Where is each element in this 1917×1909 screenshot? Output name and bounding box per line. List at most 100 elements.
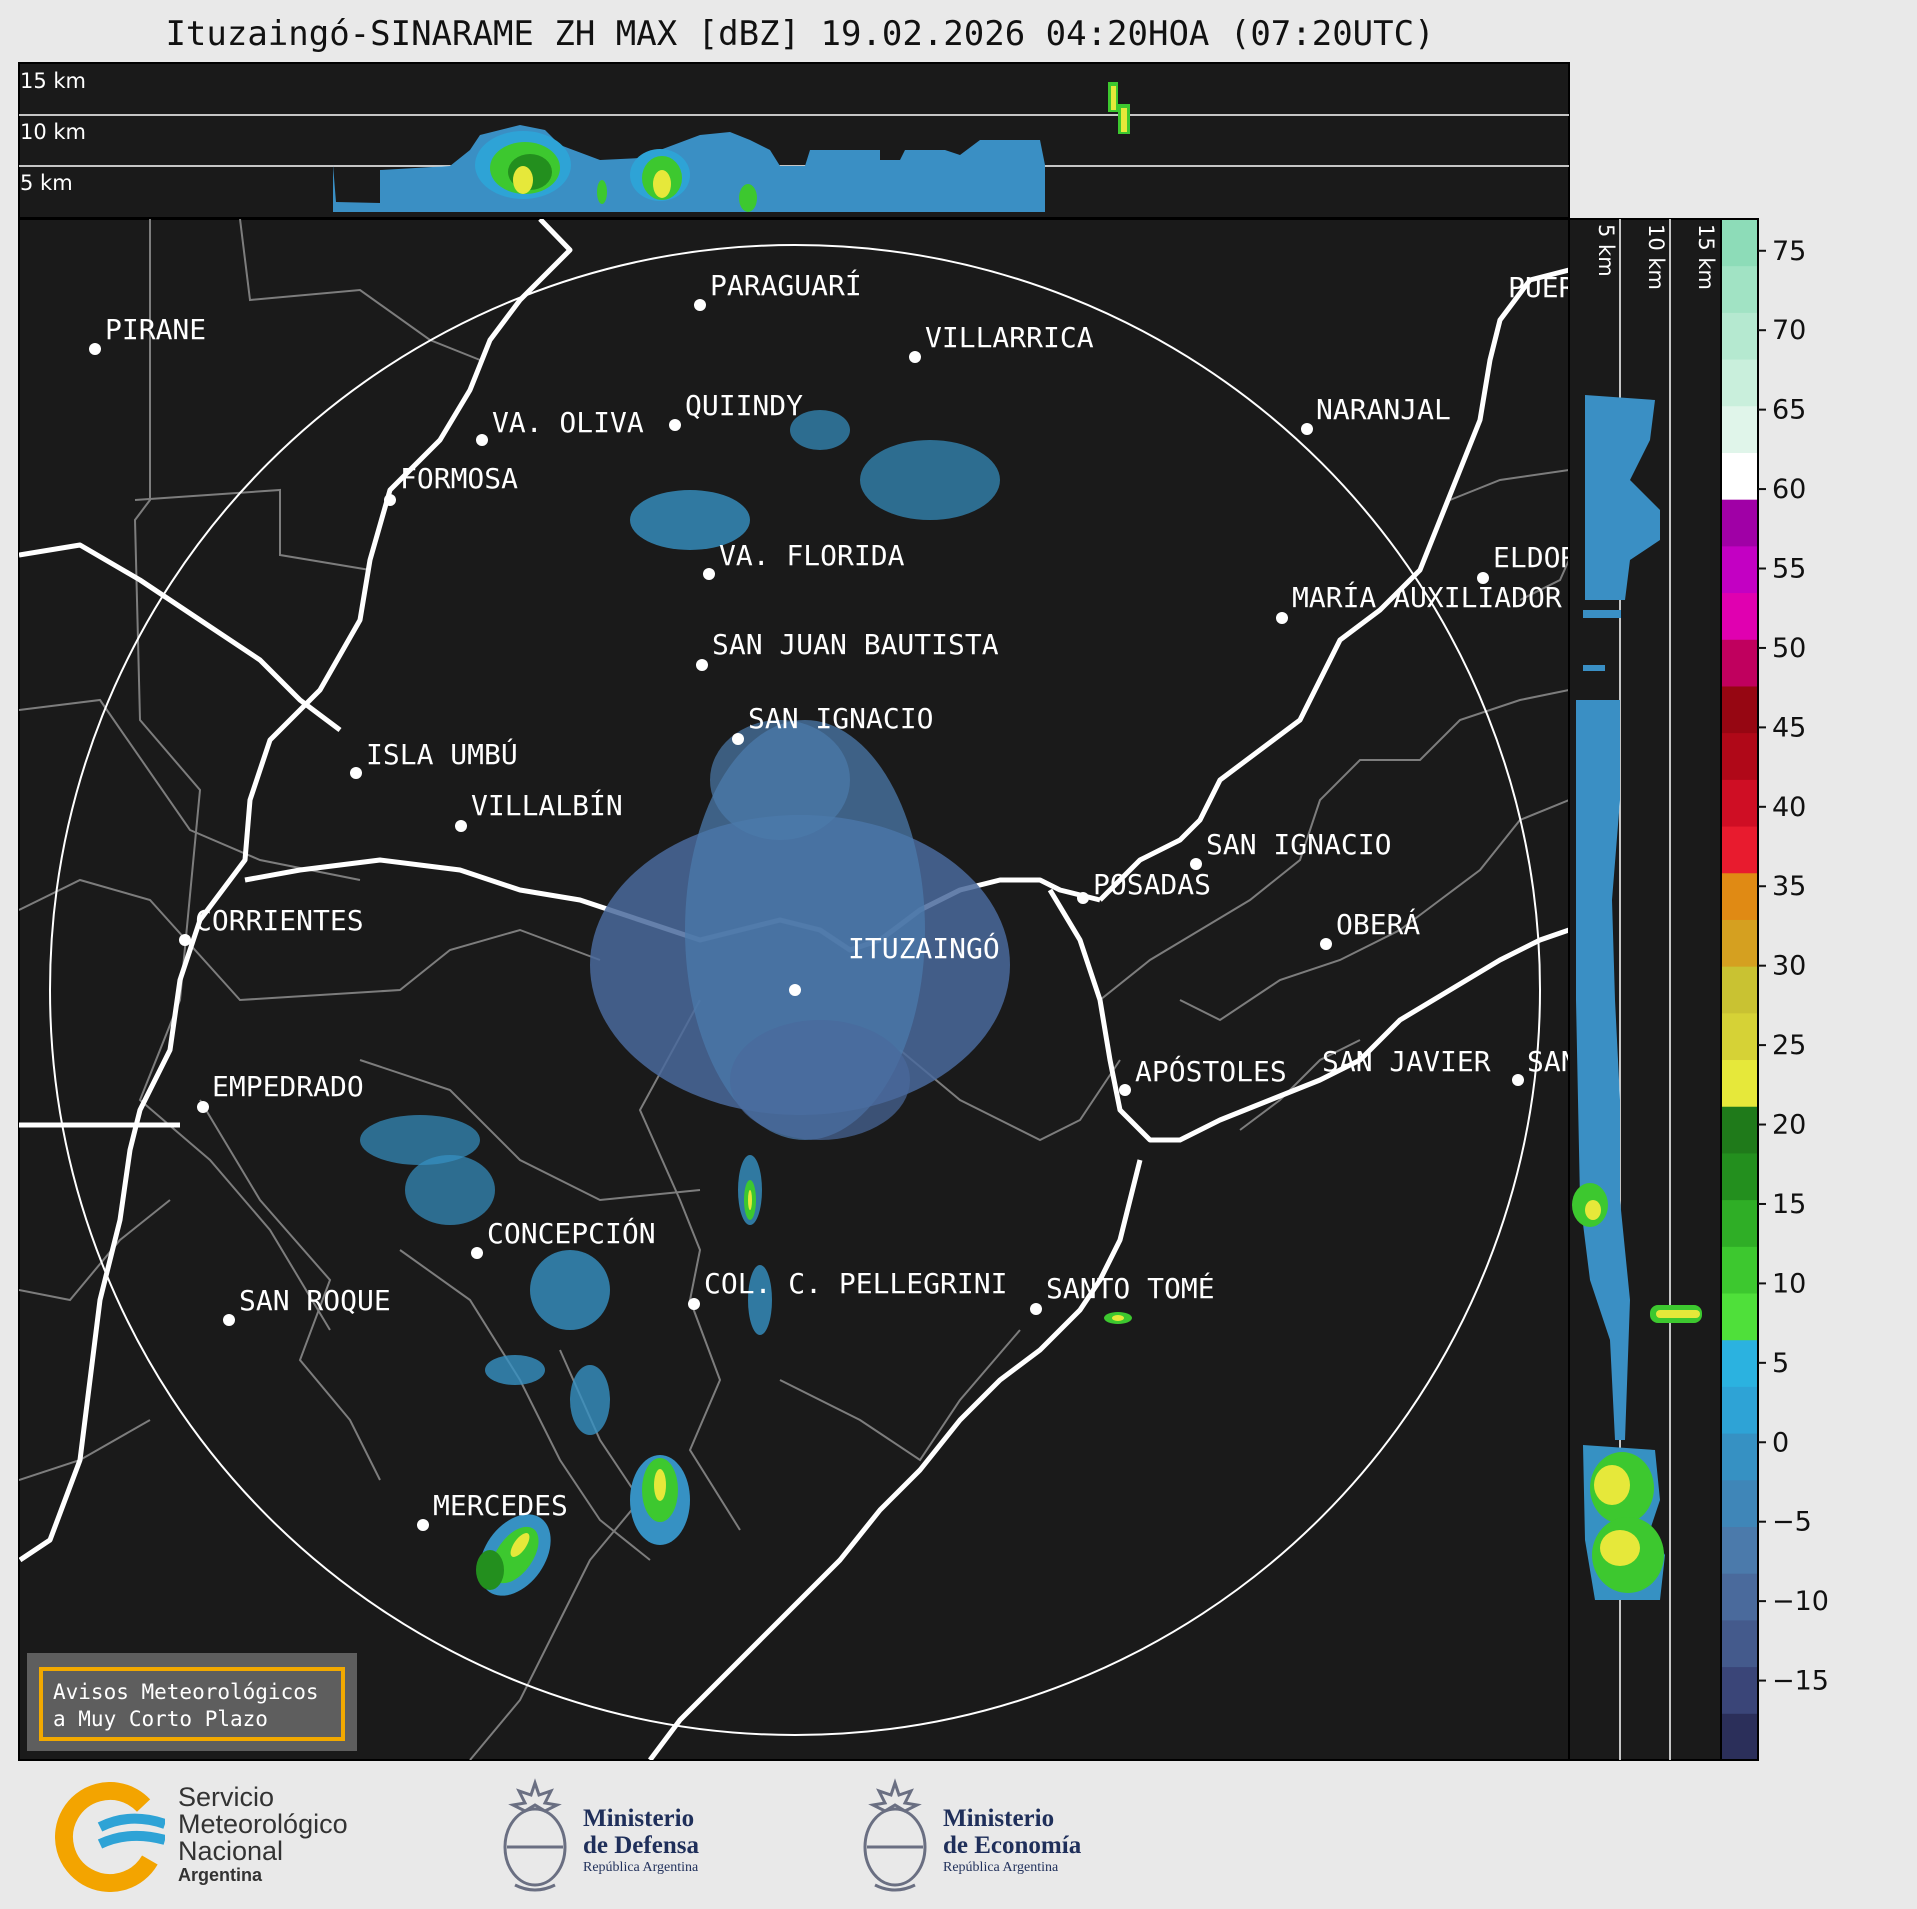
- city-maria-auxiliador: MARÍA AUXILIADOR: [1276, 580, 1562, 624]
- svg-text:FORMOSA: FORMOSA: [400, 462, 518, 495]
- city-eldor: ELDOR: [1477, 541, 1569, 584]
- colorbar-swatch: [1721, 1713, 1758, 1761]
- svg-text:PIRANE: PIRANE: [105, 313, 206, 346]
- range-ring: [49, 244, 1541, 1736]
- city-empedrado: EMPEDRADO: [197, 1070, 364, 1113]
- city-ituzaingo: ITUZAINGÓ: [789, 931, 1000, 996]
- svg-text:NARANJAL: NARANJAL: [1316, 393, 1451, 426]
- colorbar-tick-label: 10: [1772, 1268, 1806, 1299]
- warning-box[interactable]: Avisos Meteorológicos a Muy Corto Plazo: [27, 1653, 357, 1751]
- colorbar-tick-label: 70: [1772, 315, 1806, 346]
- colorbar-tick-label: −15: [1772, 1666, 1829, 1697]
- colorbar-swatch: [1721, 1246, 1758, 1294]
- svg-text:SAN JAVIER: SAN JAVIER: [1322, 1045, 1491, 1078]
- warning-line-1: Avisos Meteorológicos: [53, 1680, 319, 1704]
- svg-text:SAN IGNACIO: SAN IGNACIO: [748, 702, 933, 735]
- side-profile-label-5km: 5 km: [1594, 224, 1618, 277]
- colorbar-swatch: [1721, 1666, 1758, 1714]
- colorbar-swatch: [1721, 265, 1758, 313]
- colorbar-swatch: [1721, 1573, 1758, 1621]
- colorbar-swatch: [1721, 1059, 1758, 1107]
- colorbar-swatch: [1721, 1106, 1758, 1154]
- top-height-profile: 15 km 10 km 5 km: [18, 62, 1570, 219]
- chart-title: Ituzaingó-SINARAME ZH MAX [dBZ] 19.02.20…: [165, 14, 1435, 54]
- radar-echoes: [360, 410, 1132, 1596]
- rivers-borders: [19, 219, 1569, 1760]
- colorbar-swatch: [1721, 1293, 1758, 1341]
- colorbar-swatch: [1721, 359, 1758, 407]
- city-villarrica: VILLARRICA: [909, 321, 1094, 363]
- city-obera: OBERÁ: [1320, 907, 1420, 950]
- colorbar-swatch: [1721, 1339, 1758, 1387]
- svg-text:APÓSTOLES: APÓSTOLES: [1135, 1054, 1287, 1088]
- city-san-juan-bautista: SAN JUAN BAUTISTA: [696, 628, 999, 671]
- colorbar-swatch: [1721, 405, 1758, 453]
- city-san-ignacio-py: SAN IGNACIO: [732, 702, 933, 745]
- side-profile-label-15km: 15 km: [1694, 224, 1718, 290]
- colorbar-tick-label: 65: [1772, 395, 1806, 426]
- coat-of-arms-icon: [503, 1778, 567, 1892]
- svg-text:CORRIENTES: CORRIENTES: [195, 904, 364, 937]
- top-profile-label-10km: 10 km: [20, 120, 86, 144]
- svg-text:PUER: PUER: [1508, 271, 1576, 304]
- colorbar-swatch: [1721, 1526, 1758, 1574]
- colorbar-tick-label: 5: [1772, 1348, 1789, 1379]
- map-panel: PIRANE PARAGUARÍ VILLARRICA QUIINDY VA. …: [18, 218, 1578, 1761]
- svg-text:MERCEDES: MERCEDES: [433, 1489, 568, 1522]
- coat-of-arms-icon: [863, 1778, 927, 1892]
- city-naranjal: NARANJAL: [1301, 393, 1451, 435]
- colorbar-swatch: [1721, 592, 1758, 640]
- smn-line-4: Argentina: [178, 1865, 263, 1885]
- city-va-oliva: VA. OLIVA: [476, 406, 644, 446]
- colorbar-swatch: [1721, 685, 1758, 734]
- colorbar-swatch: [1721, 732, 1758, 780]
- svg-text:SAN ROQUE: SAN ROQUE: [239, 1284, 391, 1317]
- colorbar-swatch: [1721, 219, 1758, 267]
- colorbar-tick-label: 25: [1772, 1030, 1806, 1061]
- defensa-line-3: República Argentina: [583, 1860, 699, 1875]
- city-va-florida: VA. FLORIDA: [703, 539, 905, 580]
- svg-text:ISLA UMBÚ: ISLA UMBÚ: [366, 737, 518, 771]
- city-pirane: PIRANE: [89, 313, 206, 355]
- city-quiindy: QUIINDY: [669, 389, 803, 431]
- smn-line-2: Meteorológico: [178, 1809, 348, 1839]
- top-profile-label-15km: 15 km: [20, 69, 86, 93]
- colorbar-tick-label: 15: [1772, 1189, 1806, 1220]
- svg-text:POSADAS: POSADAS: [1093, 868, 1211, 901]
- city-isla-umbu: ISLA UMBÚ: [350, 737, 518, 779]
- svg-text:VA. OLIVA: VA. OLIVA: [492, 406, 644, 439]
- svg-text:VILLALBÍN: VILLALBÍN: [471, 788, 623, 822]
- admin-boundaries: [19, 219, 1569, 1760]
- city-puer: PUER: [1508, 271, 1576, 304]
- svg-text:SAN: SAN: [1527, 1045, 1578, 1078]
- svg-text:VILLARRICA: VILLARRICA: [925, 321, 1094, 354]
- side-height-profile: 5 km 10 km 15 km: [1568, 218, 1722, 1761]
- svg-text:MARÍA AUXILIADOR: MARÍA AUXILIADOR: [1292, 580, 1562, 614]
- colorbar-swatch: [1721, 779, 1758, 827]
- colorbar-tick-label: 75: [1772, 236, 1806, 267]
- city-san-edge: SAN: [1512, 1045, 1578, 1086]
- city-san-ignacio-ar: SAN IGNACIO: [1190, 828, 1391, 870]
- svg-text:VA. FLORIDA: VA. FLORIDA: [719, 539, 905, 572]
- svg-text:PARAGUARÍ: PARAGUARÍ: [710, 268, 862, 302]
- city-apostoles: APÓSTOLES: [1119, 1054, 1287, 1096]
- colorbar-tick-label: −5: [1772, 1507, 1812, 1538]
- colorbar-tick-label: 20: [1772, 1110, 1806, 1141]
- city-posadas: POSADAS: [1077, 868, 1211, 904]
- svg-text:ITUZAINGÓ: ITUZAINGÓ: [848, 931, 1000, 965]
- defensa-logo: Ministerio de Defensa República Argentin…: [495, 1775, 755, 1900]
- svg-text:SANTO TOMÉ: SANTO TOMÉ: [1046, 1271, 1215, 1305]
- city-san-javier: SAN JAVIER: [1322, 1045, 1491, 1078]
- svg-text:QUIINDY: QUIINDY: [685, 389, 803, 422]
- colorbar-swatch: [1721, 872, 1758, 920]
- svg-text:COL. C. PELLEGRINI: COL. C. PELLEGRINI: [704, 1267, 1007, 1300]
- colorbar-tick-label: −10: [1772, 1586, 1829, 1617]
- warning-line-2: a Muy Corto Plazo: [53, 1707, 268, 1731]
- economia-line-1: Ministerio: [943, 1805, 1055, 1832]
- colorbar-swatch: [1721, 966, 1758, 1014]
- colorbar-swatch: [1721, 452, 1758, 500]
- svg-text:SAN IGNACIO: SAN IGNACIO: [1206, 828, 1391, 861]
- colorbar-tick-label: 35: [1772, 871, 1806, 902]
- side-profile-label-10km: 10 km: [1644, 224, 1668, 290]
- colorbar-swatch: [1721, 499, 1758, 547]
